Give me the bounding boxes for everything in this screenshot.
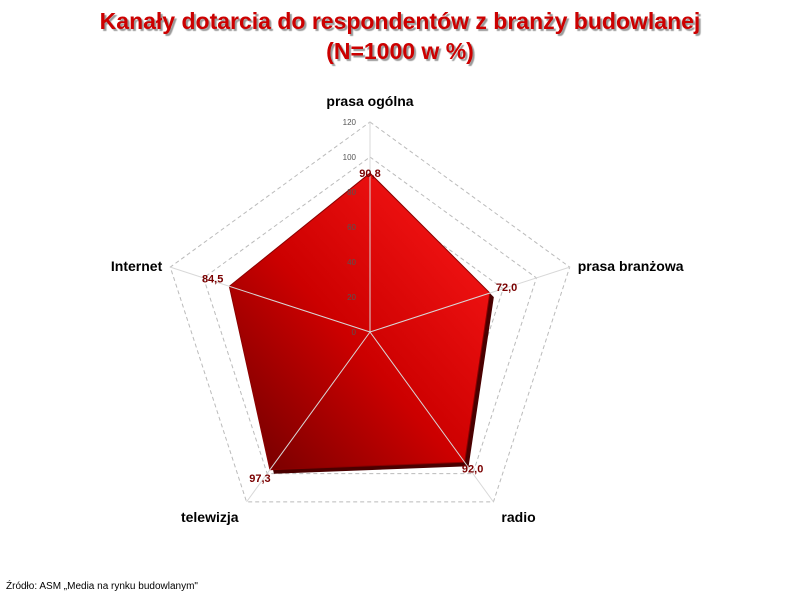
data-label: 72,0 — [496, 282, 517, 294]
tick-label: 100 — [343, 153, 357, 162]
axis-label: telewizja — [181, 509, 239, 525]
tick-label: 80 — [347, 188, 356, 197]
series-area — [228, 172, 491, 471]
spoke-line — [369, 331, 494, 503]
tick-label: 20 — [347, 293, 356, 302]
spoke-line — [246, 331, 371, 503]
axis-label: radio — [501, 509, 535, 525]
source-note: Źródło: ASM „Media na rynku budowlanym" — [6, 581, 198, 592]
chart-title-line1: Kanały dotarcia do respondentów z branży… — [99, 8, 701, 34]
tick-label: 0 — [352, 328, 357, 337]
grid-ring — [202, 156, 538, 475]
data-label: 90,8 — [359, 168, 380, 180]
tick-label: 40 — [347, 258, 356, 267]
data-label: 92,0 — [462, 463, 483, 475]
radar-series — [228, 172, 494, 474]
data-label: 84,5 — [202, 273, 223, 285]
radar-axis-labels: prasa ogólna prasa branżowa radio telewizja… — [111, 93, 684, 525]
radar-data-labels: 90,8 72,0 92,0 97,3 84,5 — [202, 168, 517, 485]
axis-label: prasa ogólna — [326, 93, 413, 109]
radar-spokes — [170, 122, 570, 503]
tick-label: 120 — [343, 118, 357, 127]
tick-label: 60 — [347, 223, 356, 232]
spoke-line — [369, 266, 570, 333]
axis-label: Internet — [111, 258, 163, 274]
grid-ring — [169, 121, 571, 503]
data-label: 97,3 — [249, 473, 270, 485]
chart-title-line2: (N=1000 w %) — [326, 38, 474, 64]
axis-label: prasa branżowa — [578, 258, 684, 274]
spoke-line — [170, 266, 371, 333]
radar-tick-labels: 0 20 40 60 80 100 120 — [343, 118, 357, 337]
